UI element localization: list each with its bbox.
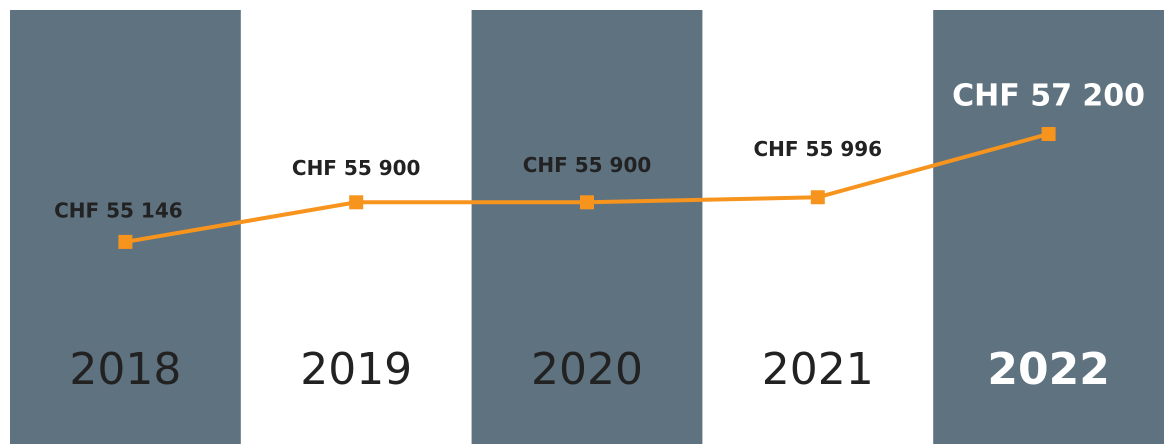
marker bbox=[1041, 126, 1056, 141]
value-label: CHF 57 200 bbox=[952, 78, 1145, 113]
x-tick-label: 2021 bbox=[762, 344, 874, 395]
year-band bbox=[933, 10, 1164, 444]
value-label: CHF 55 996 bbox=[754, 137, 883, 161]
value-label: CHF 55 900 bbox=[292, 156, 421, 180]
marker bbox=[580, 195, 594, 210]
year-band bbox=[471, 10, 703, 444]
marker bbox=[349, 195, 364, 210]
marker bbox=[810, 190, 825, 205]
value-label: CHF 55 900 bbox=[523, 153, 652, 177]
x-tick-label: 2019 bbox=[300, 344, 412, 395]
x-tick-label: 2020 bbox=[531, 344, 643, 395]
marker bbox=[118, 234, 133, 249]
x-tick-label: 2018 bbox=[69, 344, 181, 395]
x-tick-label: 2022 bbox=[987, 344, 1109, 395]
value-label: CHF 55 146 bbox=[54, 198, 183, 222]
